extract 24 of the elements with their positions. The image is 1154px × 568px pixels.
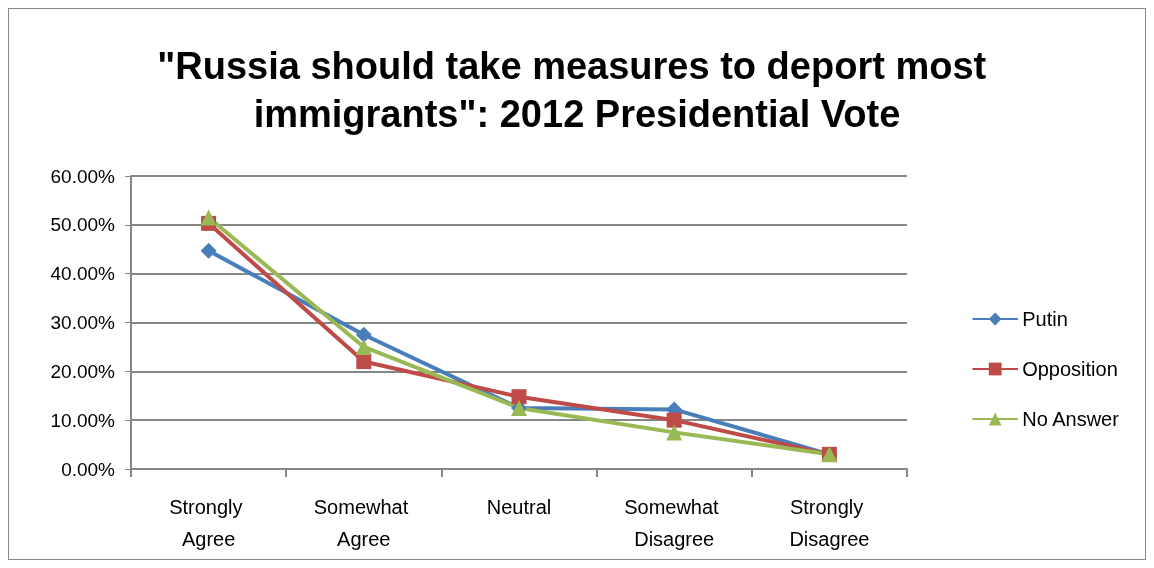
y-tick-label: 0.00%: [61, 458, 116, 480]
y-tick-label: 40.00%: [50, 263, 116, 285]
x-tick-label: Somewhat Agree: [313, 496, 414, 550]
legend-label: No Answer: [1022, 408, 1120, 430]
y-tick-label: 30.00%: [50, 312, 116, 333]
x-tick-label: Somewhat Disagree: [624, 496, 725, 550]
y-tick-label: 10.00%: [50, 409, 116, 431]
legend-label: Opposition: [1022, 358, 1118, 380]
point: [200, 209, 217, 226]
point: [355, 326, 372, 343]
y-tick-label: 50.00%: [50, 214, 116, 236]
point: [666, 412, 682, 428]
point: [355, 338, 372, 355]
x-tick-label: Neutral: [486, 496, 552, 518]
point: [666, 424, 683, 441]
legend-label: Putin: [1022, 308, 1068, 330]
chart-title: "Russia should take measures to deport most immigrants": 2012 Presidential Vote: [157, 45, 997, 135]
x-tick-label: Strongly Disagree: [789, 496, 870, 550]
point: [356, 354, 372, 370]
y-tick-label: 60.00%: [50, 165, 116, 187]
x-tick-label: Strongly Agree: [169, 496, 249, 550]
point: [200, 242, 217, 259]
y-tick-label: 20.00%: [50, 360, 116, 382]
point: [511, 389, 527, 405]
